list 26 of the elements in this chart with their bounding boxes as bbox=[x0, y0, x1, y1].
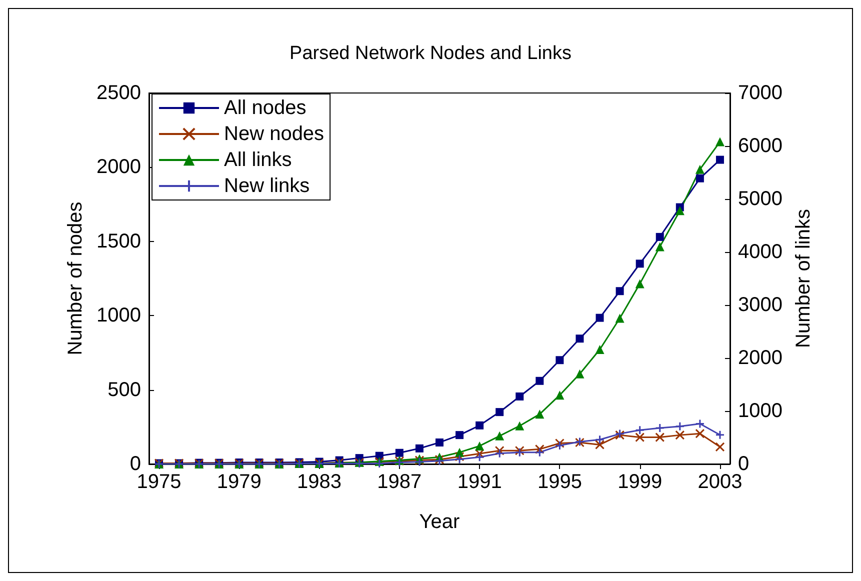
x-tick-label: 1999 bbox=[618, 471, 662, 493]
x-tick-label: 1987 bbox=[377, 471, 422, 493]
y2-tick-label: 3000 bbox=[738, 294, 782, 316]
y-tick-label: 2000 bbox=[96, 156, 141, 178]
y-tick-label: 500 bbox=[108, 378, 141, 401]
legend-label: New links bbox=[224, 175, 310, 197]
y2-tick-label: 5000 bbox=[738, 188, 782, 210]
x-axis-title: Year bbox=[419, 511, 460, 533]
x-tick-label: 1983 bbox=[297, 471, 342, 493]
x-tick-label: 1991 bbox=[457, 471, 502, 493]
y2-tick-label: 7000 bbox=[738, 82, 782, 104]
legend-label: All nodes bbox=[224, 97, 306, 119]
x-tick-label: 1995 bbox=[537, 471, 582, 493]
y2-tick-label: 4000 bbox=[738, 241, 782, 263]
chart-title: Parsed Network Nodes and Links bbox=[290, 43, 572, 64]
y-axis-title: Number of nodes bbox=[64, 202, 87, 356]
x-tick-label: 1979 bbox=[216, 471, 262, 493]
y-tick-label: 2500 bbox=[96, 82, 141, 104]
y-tick-label: 1000 bbox=[96, 304, 141, 327]
legend-label: All links bbox=[224, 149, 292, 171]
y2-tick-label: 6000 bbox=[738, 135, 782, 157]
y2-axis-title: Number of links bbox=[792, 209, 814, 348]
y-tick-label: 1500 bbox=[96, 230, 141, 252]
legend-label: New nodes bbox=[224, 123, 324, 145]
y2-tick-label: 1000 bbox=[738, 400, 782, 422]
y2-tick-label: 2000 bbox=[738, 347, 782, 369]
